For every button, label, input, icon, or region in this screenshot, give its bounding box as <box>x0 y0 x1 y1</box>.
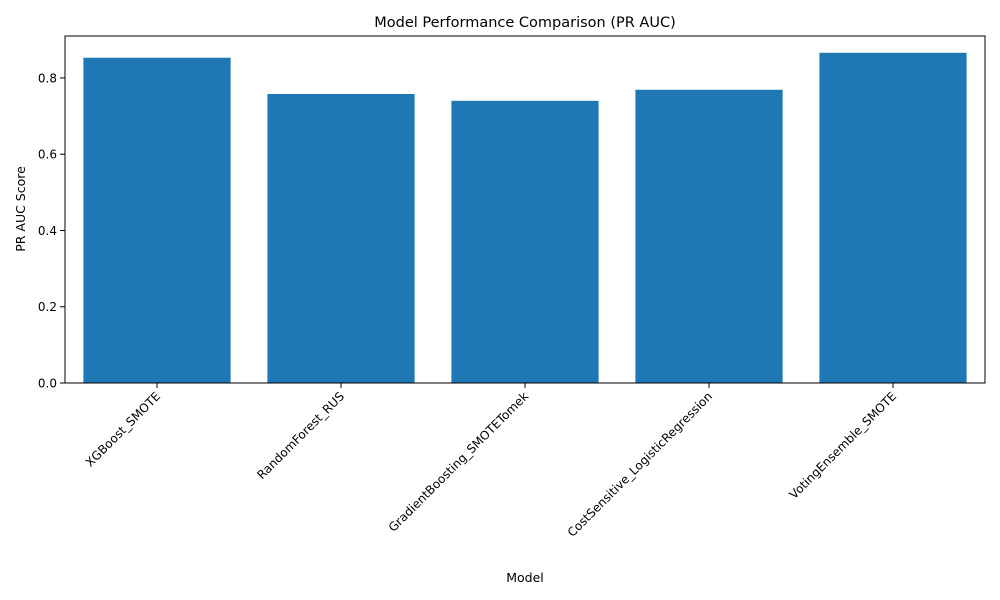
y-tick-label: 0.2 <box>38 300 57 314</box>
chart-title: Model Performance Comparison (PR AUC) <box>374 15 675 31</box>
y-tick-label: 0.4 <box>38 224 57 238</box>
y-tick-label: 0.8 <box>38 71 57 85</box>
axes-frame <box>64 35 986 384</box>
y-tick-label: 0.0 <box>38 377 57 391</box>
bar <box>819 52 967 383</box>
y-axis-label: PR AUC Score <box>13 166 28 252</box>
bar <box>83 57 231 384</box>
bar <box>267 93 415 384</box>
x-axis-label: Model <box>506 570 544 585</box>
y-tick-label: 0.6 <box>38 148 57 162</box>
bar <box>635 89 783 384</box>
bar <box>451 100 599 383</box>
